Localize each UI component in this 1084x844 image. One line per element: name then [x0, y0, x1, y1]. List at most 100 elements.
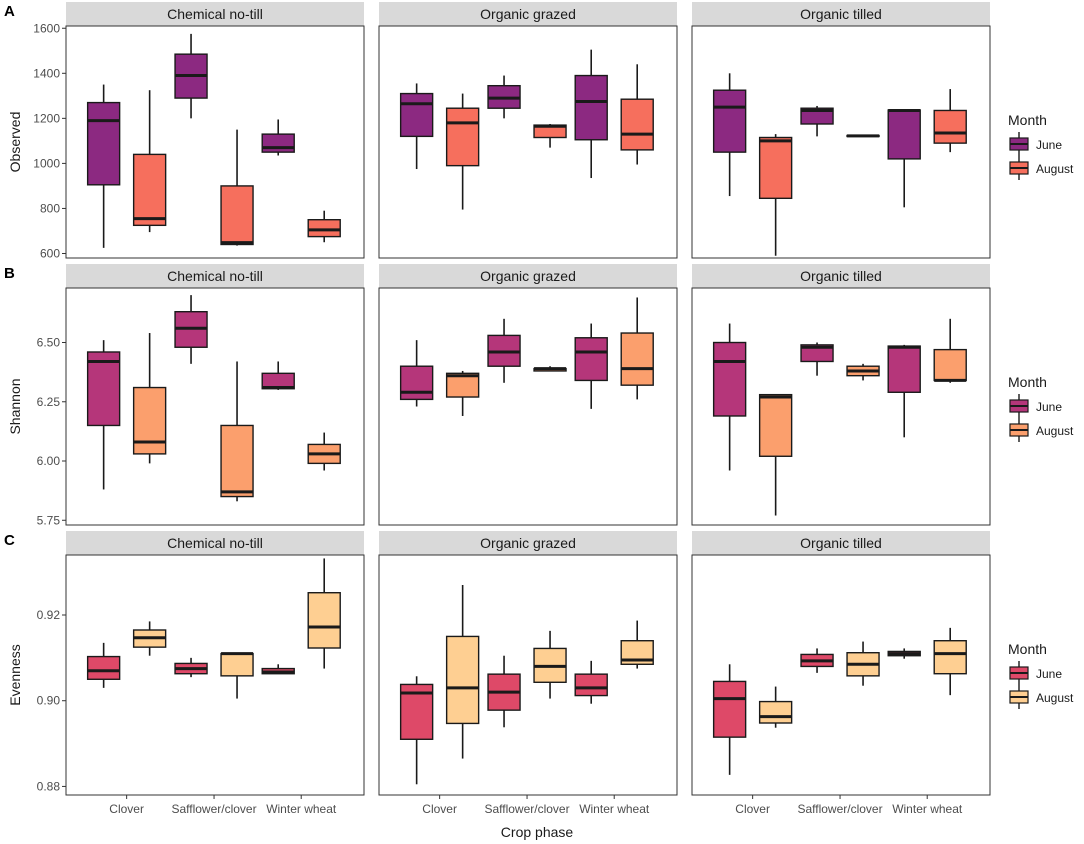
legend-c: Month June August — [1008, 641, 1074, 709]
box-winter-wheat-august — [307, 210, 341, 243]
legend-label-august: August — [1036, 691, 1074, 705]
box-body — [86, 101, 121, 186]
panel-c-organic-tilled: Organic tilled — [691, 531, 991, 796]
legend-b: Month June August — [1008, 374, 1074, 442]
y-tick-label: 0.92 — [37, 608, 61, 622]
box-body — [86, 655, 121, 680]
box-body — [220, 652, 254, 677]
box-body — [887, 109, 921, 160]
y-tick-label: 1400 — [33, 66, 60, 80]
x-tick-label-clover: Clover — [109, 802, 144, 816]
box-safflower-clover-june — [487, 655, 521, 728]
y-tick-label: 0.90 — [37, 694, 61, 708]
box-winter-wheat-june — [574, 49, 608, 179]
panel-a-chemical-no-till: Chemical no-till — [65, 2, 365, 259]
row-a: A Observed 600 800 1000 1200 1400 1600 Chemical … — [4, 2, 1074, 260]
box-safflower-clover-june — [800, 105, 834, 137]
facet-strip — [66, 2, 364, 26]
facet-label-organic-grazed: Organic grazed — [480, 6, 576, 22]
y-tick-label: 6.25 — [37, 395, 61, 409]
facet-label-chemical-no-till: Chemical no-till — [167, 268, 263, 284]
x-axis: Clover Safflower/clover Winter wheat Clover… — [109, 795, 963, 840]
box-safflower-clover-june — [800, 342, 834, 376]
box-clover-june — [399, 676, 434, 785]
box-winter-wheat-june — [574, 323, 608, 409]
box-clover-june — [712, 323, 747, 471]
box-safflower-clover-august — [846, 134, 880, 138]
box-safflower-clover-august — [533, 123, 567, 148]
box-body — [758, 136, 793, 200]
box-clover-august — [758, 686, 793, 728]
box-body — [399, 365, 434, 401]
facet-label-chemical-no-till: Chemical no-till — [167, 535, 263, 551]
box-safflower-clover-june — [174, 295, 208, 364]
panel-a-organic-grazed: Organic grazed — [378, 2, 678, 259]
box-body — [758, 700, 793, 724]
panel-a-organic-tilled: Organic tilled — [691, 2, 991, 259]
x-tick-label-safflower-clover: Safflower/clover — [484, 802, 569, 816]
box-clover-june — [86, 84, 121, 248]
box-winter-wheat-june — [887, 108, 921, 208]
box-body — [132, 153, 167, 227]
y-tick-label: 6.50 — [37, 336, 61, 350]
box-safflower-clover-august — [220, 652, 254, 699]
y-axis-label-evenness: Evenness — [7, 644, 23, 705]
x-tick-label-clover: Clover — [735, 802, 770, 816]
panel-b-chemical-no-till: Chemical no-till — [65, 264, 365, 526]
y-axis-label-shannon: Shannon — [7, 378, 23, 434]
panel-frame — [378, 554, 678, 796]
box-safflower-clover-august — [220, 129, 254, 246]
facet-strip — [379, 264, 677, 288]
facet-strip — [692, 531, 990, 555]
panel-c-organic-grazed: Organic grazed — [378, 531, 678, 796]
y-tick-label: 0.88 — [37, 779, 61, 793]
box-clover-june — [399, 83, 434, 170]
box-body — [86, 351, 121, 427]
x-tick-label-winter-wheat: Winter wheat — [892, 802, 963, 816]
box-body — [574, 74, 608, 141]
legend-a: Month June August — [1008, 112, 1074, 180]
facet-strip — [379, 2, 677, 26]
box-safflower-clover-august — [220, 361, 254, 502]
legend-title: Month — [1008, 112, 1047, 128]
box-body — [620, 640, 654, 665]
box-clover-june — [86, 340, 121, 490]
legend-label-august: August — [1036, 424, 1074, 438]
box-body — [132, 386, 167, 455]
box-body — [307, 592, 341, 649]
box-clover-august — [445, 93, 480, 210]
facet-label-organic-tilled: Organic tilled — [800, 535, 882, 551]
box-body — [620, 332, 654, 386]
panel-b-organic-grazed: Organic grazed — [378, 264, 678, 526]
box-winter-wheat-june — [261, 664, 295, 675]
box-clover-august — [758, 134, 793, 256]
y-tick-label: 1200 — [33, 111, 60, 125]
box-safflower-clover-august — [533, 366, 567, 372]
box-body — [307, 219, 341, 238]
facet-strip — [379, 531, 677, 555]
box-winter-wheat-june — [887, 648, 921, 659]
box-body — [758, 393, 793, 457]
y-tick-label: 600 — [40, 246, 60, 260]
panel-c-chemical-no-till: Chemical no-till — [65, 531, 365, 796]
box-body — [712, 680, 747, 738]
y-tick-label: 1600 — [33, 21, 60, 35]
panel-b-organic-tilled: Organic tilled — [691, 264, 991, 526]
box-safflower-clover-august — [846, 641, 880, 686]
legend-label-june: June — [1036, 138, 1062, 152]
box-clover-june — [399, 340, 434, 407]
box-clover-august — [132, 621, 167, 656]
facet-strip — [66, 264, 364, 288]
box-body — [574, 673, 608, 697]
box-clover-june — [712, 664, 747, 775]
box-safflower-clover-august — [533, 630, 567, 699]
box-winter-wheat-august — [933, 89, 967, 153]
row-c: C Evenness 0.88 0.90 0.92 Chemical no-till Org… — [4, 531, 1074, 796]
facet-label-organic-grazed: Organic grazed — [480, 535, 576, 551]
facet-label-organic-tilled: Organic tilled — [800, 268, 882, 284]
x-tick-label-safflower-clover: Safflower/clover — [171, 802, 256, 816]
x-tick-label-winter-wheat: Winter wheat — [266, 802, 337, 816]
panel-tag-b: B — [4, 265, 15, 282]
box-winter-wheat-june — [887, 344, 921, 438]
facet-strip — [66, 531, 364, 555]
